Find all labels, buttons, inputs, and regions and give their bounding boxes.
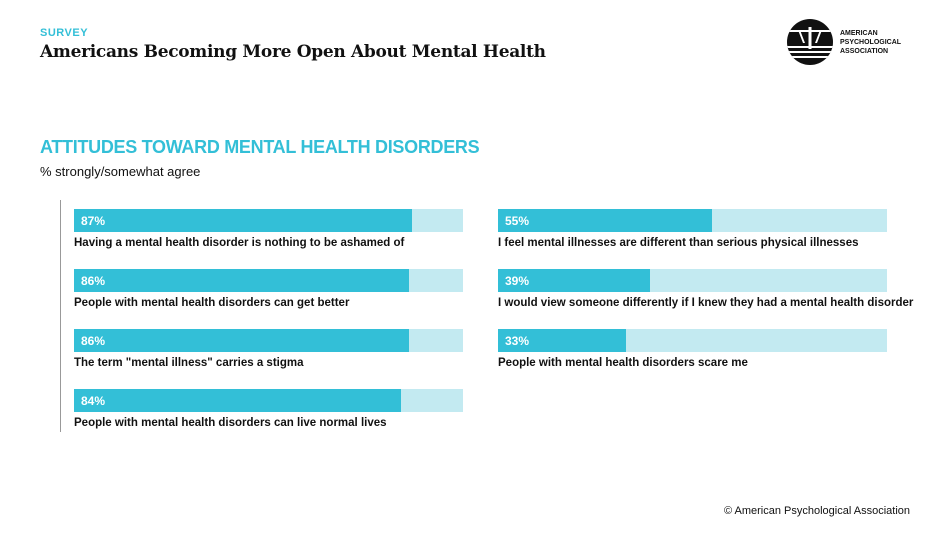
apa-psi-logo-icon [787, 19, 833, 65]
logo-text-line: ASSOCIATION [840, 47, 889, 55]
category-label: Having a mental health disorder is nothi… [74, 237, 405, 249]
kicker: SURVEY [40, 27, 89, 39]
bar [74, 389, 401, 412]
bar-track: 55% [498, 209, 887, 232]
data-label: 86% [81, 334, 106, 348]
data-label: 86% [81, 274, 106, 288]
bar [74, 329, 409, 352]
category-label: People with mental health disorders can … [74, 417, 387, 429]
data-label: 33% [505, 334, 530, 348]
bar [498, 209, 712, 232]
chart-subtitle: % strongly/somewhat agree [40, 164, 201, 179]
data-label: 39% [505, 274, 530, 288]
data-label: 55% [505, 214, 530, 228]
bar-track: 33% [498, 329, 887, 352]
category-label: People with mental health disorders can … [74, 297, 350, 309]
bar [498, 269, 650, 292]
bar [74, 269, 409, 292]
category-label: The term "mental illness" carries a stig… [74, 357, 304, 369]
bar [498, 329, 627, 352]
category-label: People with mental health disorders scar… [498, 357, 748, 369]
category-label: I feel mental illnesses are different th… [498, 237, 859, 249]
bar [74, 209, 413, 232]
bar-track: 39% [498, 269, 887, 292]
apa-logo: AMERICAN PSYCHOLOGICAL ASSOCIATION [787, 19, 901, 65]
axis-line [60, 200, 61, 432]
data-label: 84% [81, 394, 106, 408]
chart-title: ATTITUDES TOWARD MENTAL HEALTH DISORDERS [40, 137, 480, 157]
category-label: I would view someone differently if I kn… [498, 297, 914, 309]
logo-text-line: AMERICAN [840, 29, 878, 37]
page-title: Americans Becoming More Open About Menta… [40, 42, 546, 62]
logo-text-line: PSYCHOLOGICAL [840, 38, 902, 46]
bar-track: 86% [74, 269, 463, 292]
bar-track: 87% [74, 209, 463, 232]
copyright: © American Psychological Association [723, 505, 910, 517]
data-label: 87% [81, 214, 106, 228]
bar-track: 84% [74, 389, 463, 412]
bar-track: 86% [74, 329, 463, 352]
